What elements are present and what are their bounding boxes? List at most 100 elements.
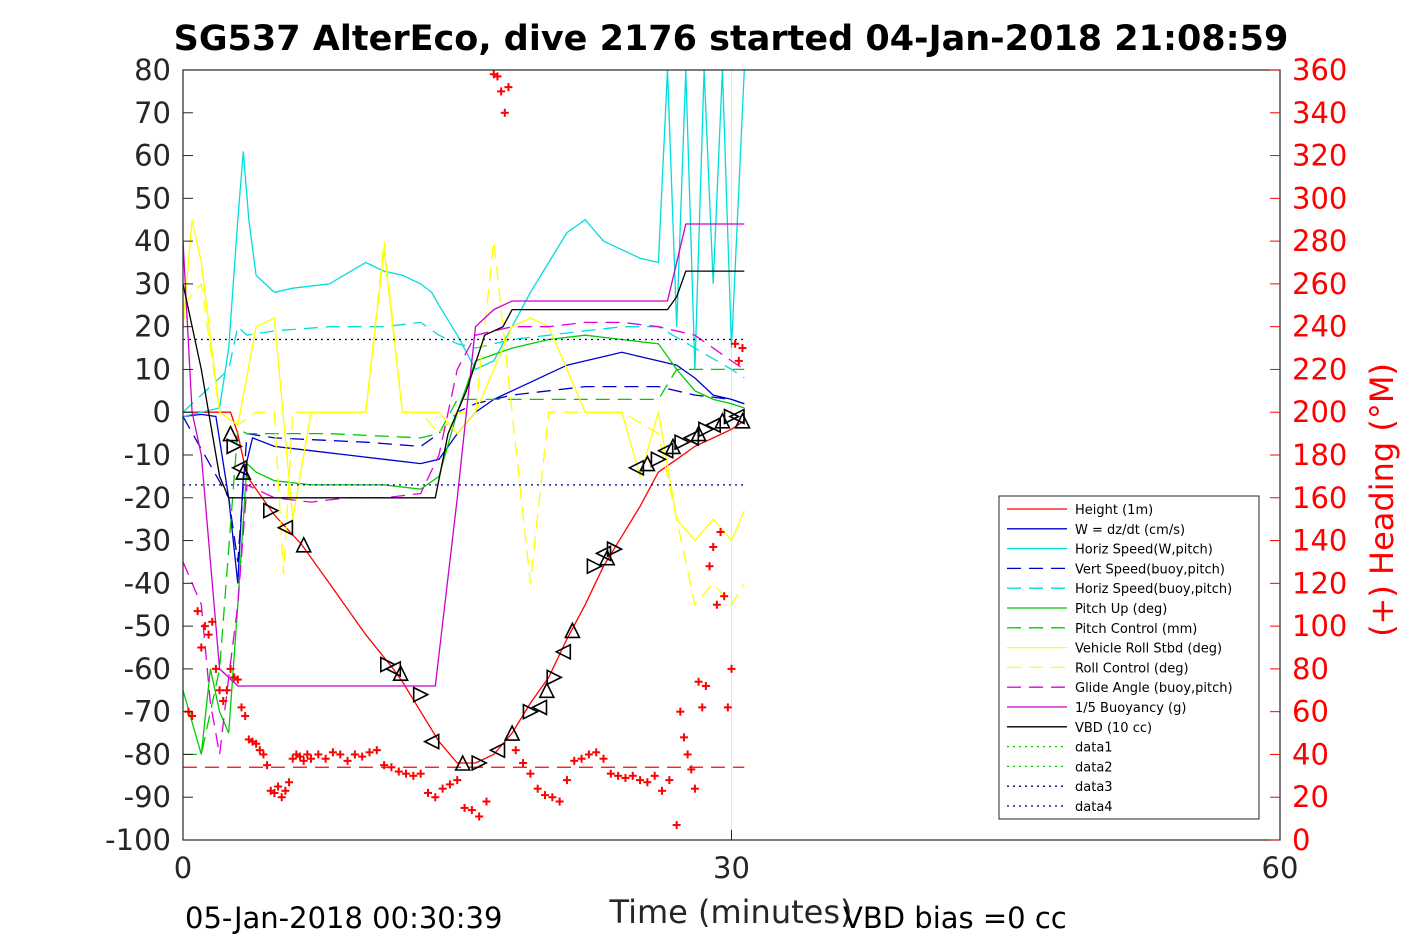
depth-marker: [530, 699, 548, 716]
right-tick-label: 120: [1292, 566, 1347, 600]
legend-entry: Height (1m): [1075, 503, 1153, 518]
heading-point: [252, 739, 261, 748]
depth-marker: [656, 442, 674, 459]
depth-marker: [554, 643, 572, 661]
triangle-markers: [222, 408, 751, 772]
depth-marker: [690, 424, 707, 442]
heading-point: [328, 748, 337, 757]
left-tick-label: -90: [124, 780, 171, 814]
heading-point: [215, 686, 224, 695]
depth-marker: [392, 664, 409, 682]
left-tick-label: 40: [134, 224, 171, 258]
depth-marker: [412, 686, 430, 703]
series-line-0: [183, 411, 745, 764]
right-tick-label: 140: [1292, 524, 1347, 558]
left-tick-label: -10: [124, 438, 171, 472]
heading-point: [723, 703, 732, 712]
depth-marker: [704, 416, 722, 434]
series-line-6: [183, 368, 745, 756]
heading-point: [453, 776, 462, 785]
legend-entry: VBD (10 cc): [1075, 721, 1152, 736]
heading-point: [274, 782, 283, 791]
heading-point: [314, 750, 323, 759]
depth-marker: [295, 536, 312, 553]
right-tick-label: 300: [1292, 181, 1347, 215]
depth-marker: [650, 451, 668, 468]
heading-point: [599, 754, 608, 763]
depth-marker: [226, 438, 243, 455]
left-tick-label: 50: [134, 181, 171, 215]
series-line-9: [183, 321, 745, 755]
legend-entry: Vehicle Roll Stbd (deg): [1075, 642, 1222, 657]
heading-point: [679, 733, 688, 742]
heading-point: [705, 562, 714, 571]
heading-point: [226, 664, 235, 673]
heading-point: [734, 356, 743, 365]
heading-point: [577, 754, 586, 763]
heading-point: [237, 703, 246, 712]
depth-marker: [564, 621, 581, 639]
heading-point: [497, 87, 506, 96]
heading-point: [720, 592, 729, 601]
heading-point: [431, 793, 440, 802]
heading-point: [592, 748, 601, 757]
depth-marker: [723, 408, 741, 425]
heading-point: [219, 696, 228, 705]
heading-point: [643, 778, 652, 787]
right-tick-label: 220: [1292, 352, 1347, 386]
heading-point: [683, 750, 692, 759]
right-tick-label: 240: [1292, 310, 1347, 344]
left-tick-label: -40: [124, 566, 171, 600]
heading-point: [306, 754, 315, 763]
heading-point: [277, 793, 286, 802]
heading-point: [541, 791, 550, 800]
heading-point: [263, 761, 272, 770]
heading-point: [222, 686, 231, 695]
left-tick-label: -60: [124, 652, 171, 686]
heading-point: [416, 769, 425, 778]
heading-point: [259, 750, 268, 759]
series-line-5: [183, 334, 745, 755]
heading-point: [636, 776, 645, 785]
heading-point: [690, 784, 699, 793]
x-tick-label: 0: [174, 851, 192, 885]
heading-point: [519, 759, 528, 767]
legend-entry: 1/5 Buoyancy (g): [1075, 701, 1186, 716]
heading-point: [555, 797, 564, 806]
depth-marker: [598, 548, 616, 566]
heading-point: [482, 797, 491, 806]
legend-box: [998, 495, 1260, 820]
heading-point: [665, 776, 674, 785]
right-tick-label: 60: [1292, 695, 1329, 729]
heading-point: [511, 746, 520, 755]
heading-point: [200, 622, 209, 631]
legend-entry: data1: [1075, 741, 1113, 756]
right-y-axis-label: (+) Heading (°M): [1363, 363, 1401, 637]
series-line-2: [183, 70, 745, 418]
depth-marker: [538, 681, 556, 699]
heading-point: [738, 344, 747, 353]
heading-point: [504, 83, 513, 92]
left-tick-label: 10: [134, 352, 171, 386]
heading-point: [188, 711, 197, 720]
legend: Height (1m) W = dz/dt (cm/s) Horiz Speed(W…: [998, 495, 1260, 820]
heading-point: [336, 750, 345, 759]
legend-entry: Pitch Up (deg): [1075, 602, 1167, 617]
depth-marker: [734, 412, 751, 429]
heading-point: [343, 756, 352, 765]
heading-point: [500, 108, 509, 117]
right-tick-label: 320: [1292, 139, 1347, 173]
right-tick-label: 80: [1292, 652, 1329, 686]
legend-entry: Vert Speed(buoy,pitch): [1075, 562, 1225, 577]
heading-point: [727, 664, 736, 673]
left-tick-label: -100: [105, 823, 171, 857]
heading-point: [402, 769, 411, 778]
depth-marker: [674, 433, 691, 451]
heading-point: [658, 786, 667, 795]
heading-point: [288, 754, 297, 763]
depth-marker: [522, 703, 540, 720]
heading-point: [650, 771, 659, 780]
heading-point: [698, 703, 707, 712]
x-tick-label: 60: [1262, 851, 1299, 885]
